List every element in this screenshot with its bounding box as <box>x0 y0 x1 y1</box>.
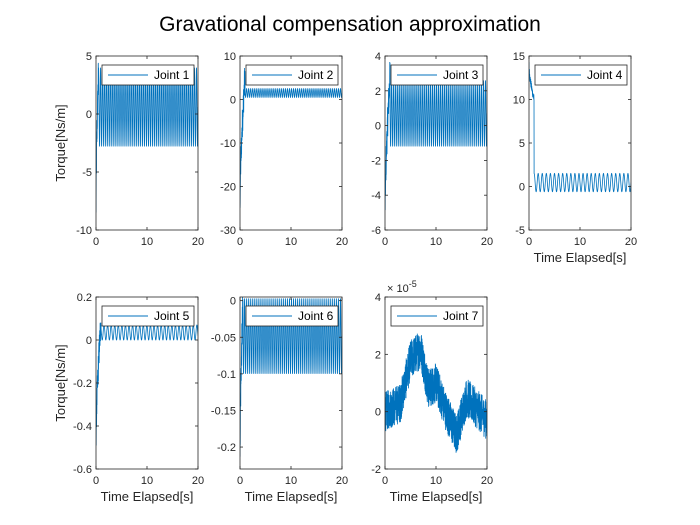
figure-title: Gravational compensation approximation <box>159 13 541 36</box>
legend-label: Joint 7 <box>443 309 479 323</box>
y-tick-label: 5 <box>86 51 92 63</box>
y-tick-label: -10 <box>220 138 236 150</box>
y-tick-label: 0 <box>86 335 92 347</box>
x-tick-label: 20 <box>192 236 204 248</box>
y-tick-label: -0.4 <box>73 421 92 433</box>
legend-label: Joint 2 <box>298 68 334 82</box>
x-axis-label: Time Elapsed[s] <box>245 489 338 504</box>
y-tick-label: -20 <box>220 182 236 194</box>
y-tick-label: 0 <box>375 121 381 133</box>
y-tick-label: 0 <box>86 109 92 121</box>
y-tick-label: -0.15 <box>211 405 236 417</box>
legend: Joint 7 <box>390 305 484 327</box>
x-tick-label: 0 <box>93 236 99 248</box>
x-tick-label: 10 <box>574 236 586 248</box>
x-tick-label: 0 <box>237 475 243 487</box>
legend: Joint 1 <box>101 64 195 86</box>
legend-label: Joint 1 <box>154 68 190 82</box>
legend-label: Joint 6 <box>298 309 334 323</box>
y-tick-label: 10 <box>513 95 525 107</box>
x-tick-label: 20 <box>625 236 637 248</box>
y-tick-label: -0.2 <box>217 442 236 454</box>
y-tick-label: 0 <box>230 296 236 308</box>
y-tick-label: 0.2 <box>77 292 92 304</box>
x-tick-label: 10 <box>285 236 297 248</box>
subplot-1: 0 10 20 -10 -5 0 5 Torque[Ns/m] Joint 1 <box>53 51 204 248</box>
y-tick-label: 5 <box>519 138 525 150</box>
legend: Joint 2 <box>245 64 339 86</box>
y-tick-label: 4 <box>375 292 381 304</box>
subplot-5: 0 10 20 -0.6 -0.4 -0.2 0 0.2 Time Elapsed[s] Torq… <box>53 292 204 504</box>
series-line <box>240 67 342 208</box>
y-tick-label: -4 <box>371 190 381 202</box>
y-tick-label: -5 <box>515 225 525 237</box>
series-line <box>529 62 631 193</box>
legend-label: Joint 5 <box>154 309 190 323</box>
x-tick-label: 0 <box>382 475 388 487</box>
x-axis-label: Time Elapsed[s] <box>101 489 194 504</box>
x-tick-label: 0 <box>526 236 532 248</box>
legend-label: Joint 4 <box>587 68 623 82</box>
x-axis-label: Time Elapsed[s] <box>534 250 627 265</box>
y-axis-label: Torque[Ns/m] <box>53 104 68 181</box>
y-tick-label: -6 <box>371 225 381 237</box>
y-tick-label: -2 <box>371 464 381 476</box>
y-axis-label: Torque[Ns/m] <box>53 344 68 421</box>
x-tick-label: 10 <box>430 236 442 248</box>
series-line <box>385 333 487 453</box>
y-tick-label: 15 <box>513 51 525 63</box>
y-tick-label: 0 <box>519 182 525 194</box>
subplot-2: 0 10 20 -30 -20 -10 0 10 Joint 2 <box>220 51 348 248</box>
series-line <box>240 297 342 457</box>
x-tick-label: 20 <box>481 475 493 487</box>
y-tick-label: -5 <box>82 167 92 179</box>
x-tick-label: 0 <box>237 236 243 248</box>
y-tick-label: 4 <box>375 51 381 63</box>
y-tick-label: 2 <box>375 86 381 98</box>
y-tick-label: -2 <box>371 155 381 167</box>
x-axis-label: Time Elapsed[s] <box>390 489 483 504</box>
y-tick-label: 0 <box>375 407 381 419</box>
y-tick-label: -0.2 <box>73 378 92 390</box>
x-tick-label: 0 <box>93 475 99 487</box>
y-tick-label: -0.1 <box>217 369 236 381</box>
x-tick-label: 10 <box>141 236 153 248</box>
subplot-3: 0 10 20 -6 -4 -2 0 2 4 Joint 3 <box>371 51 493 248</box>
x-tick-label: 20 <box>192 475 204 487</box>
y-exponent-label: × 10-5 <box>387 279 417 295</box>
x-tick-label: 10 <box>141 475 153 487</box>
y-tick-label: -30 <box>220 225 236 237</box>
legend: Joint 3 <box>390 64 484 86</box>
y-tick-label: -0.05 <box>211 332 236 344</box>
y-tick-label: -10 <box>76 225 92 237</box>
x-tick-label: 0 <box>382 236 388 248</box>
x-tick-label: 20 <box>336 236 348 248</box>
y-tick-label: 0 <box>230 95 236 107</box>
x-tick-label: 10 <box>430 475 442 487</box>
legend: Joint 5 <box>101 305 195 327</box>
y-tick-label: 2 <box>375 349 381 361</box>
y-tick-label: 10 <box>224 51 236 63</box>
y-tick-label: -0.6 <box>73 464 92 476</box>
legend: Joint 4 <box>534 64 628 86</box>
x-tick-label: 20 <box>336 475 348 487</box>
legend-label: Joint 3 <box>443 68 479 82</box>
legend: Joint 6 <box>245 305 339 327</box>
x-tick-label: 20 <box>481 236 493 248</box>
x-tick-label: 10 <box>285 475 297 487</box>
